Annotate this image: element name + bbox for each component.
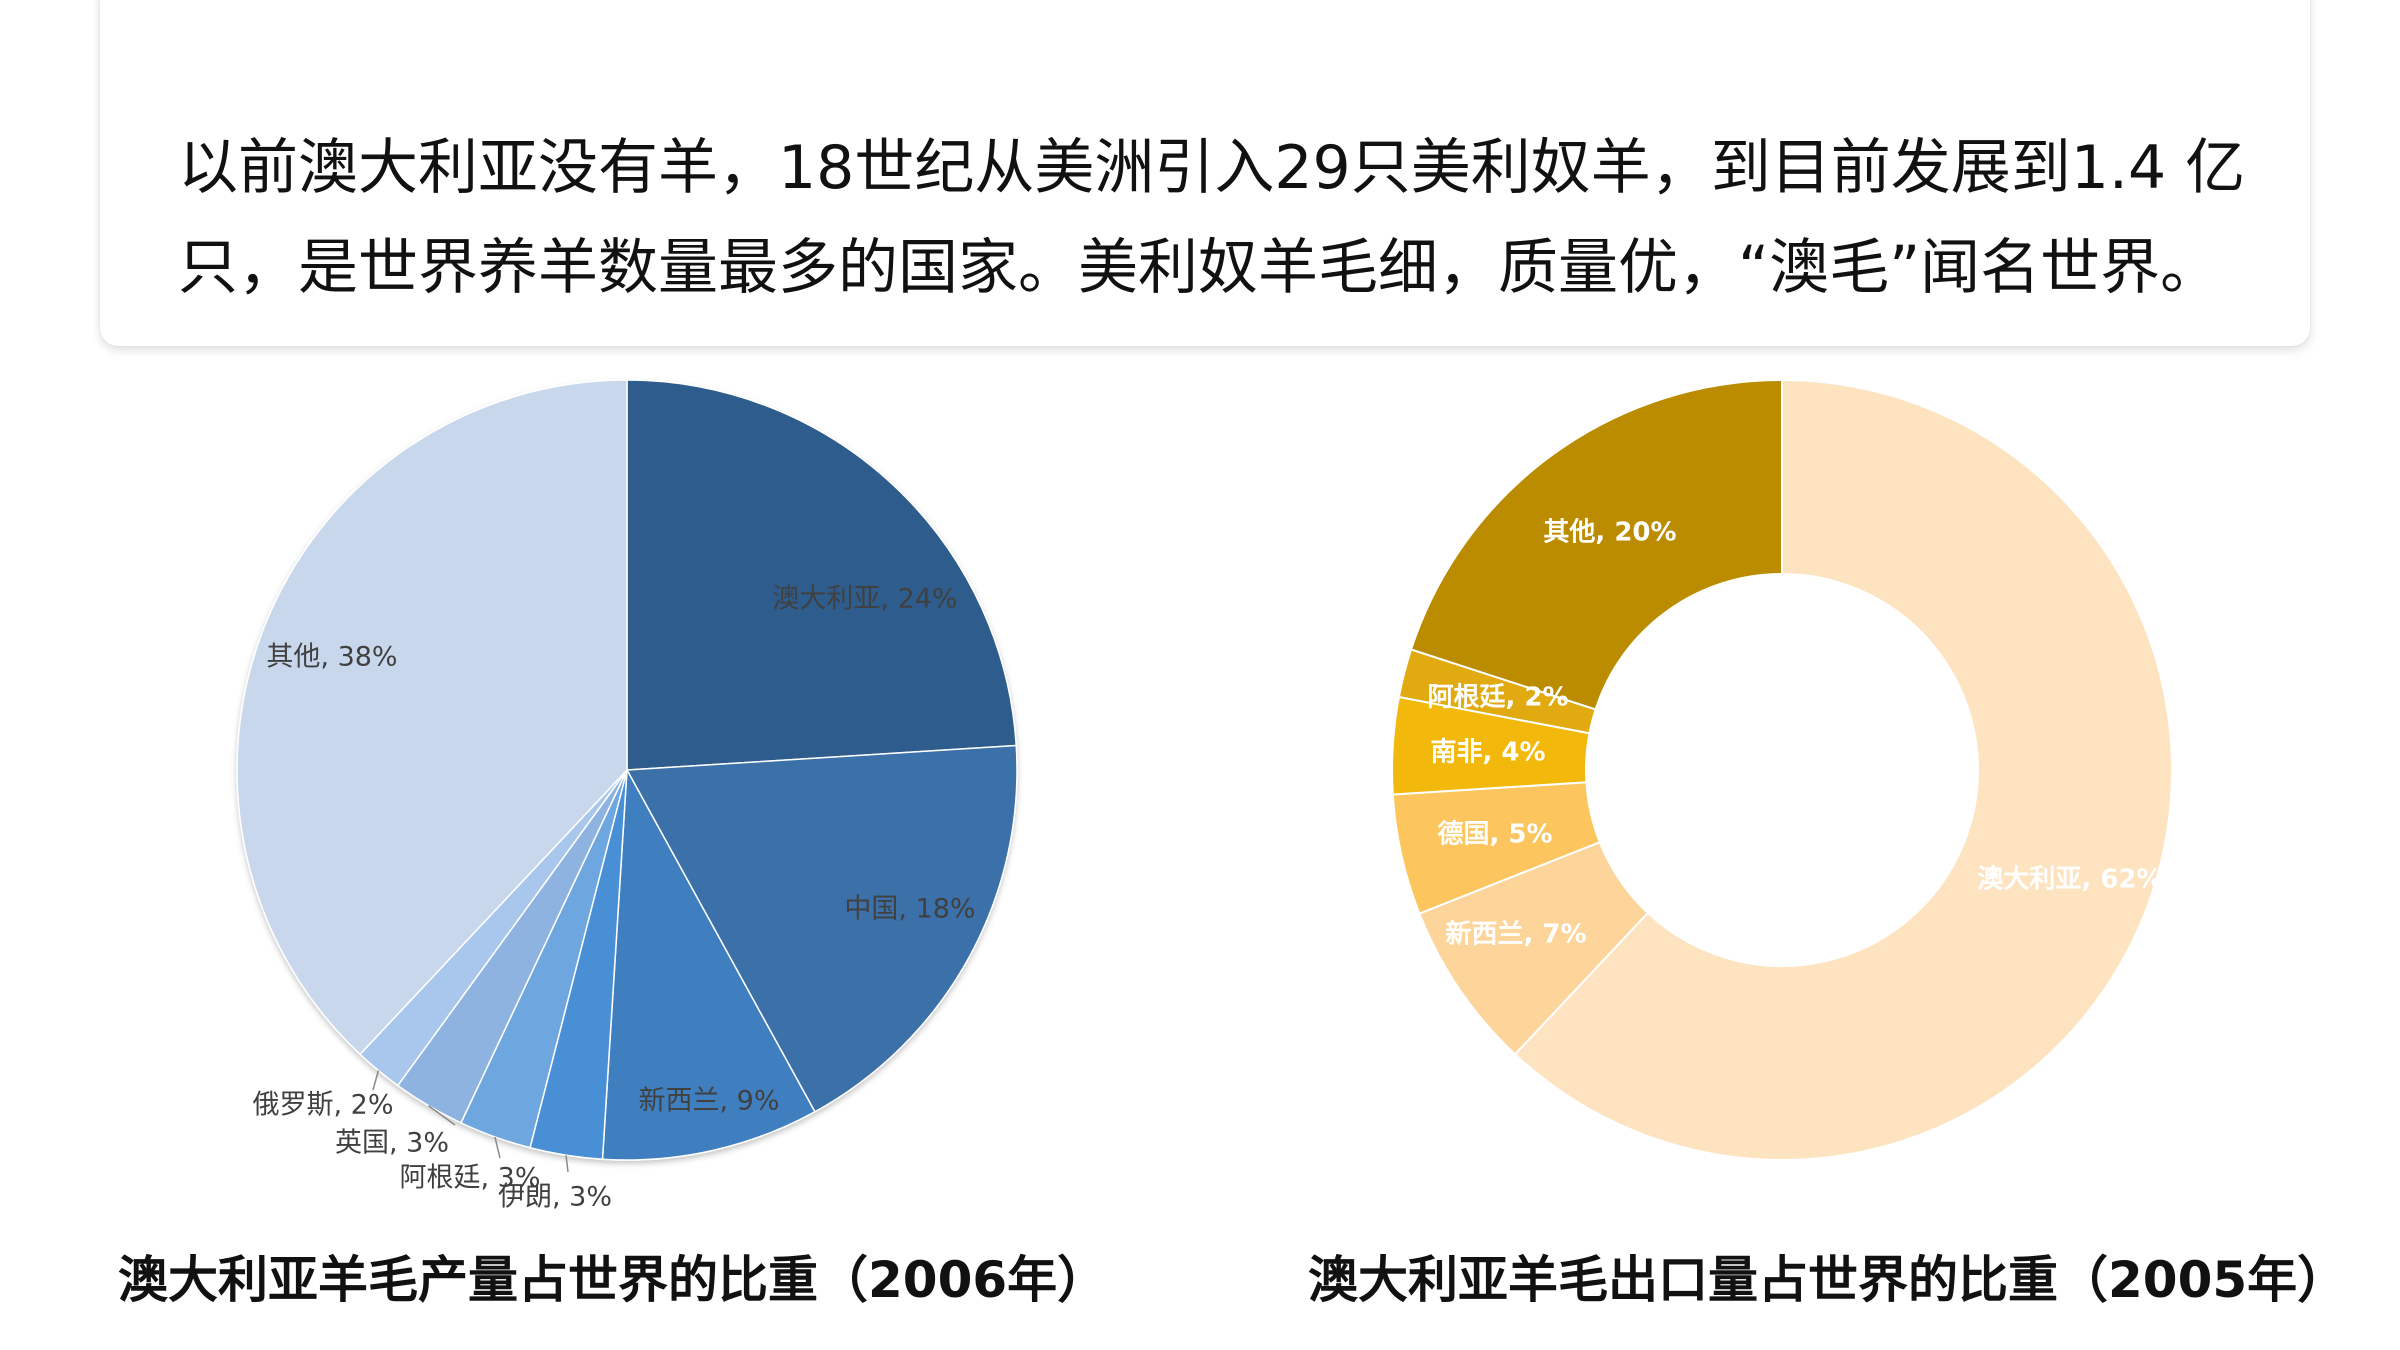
pie-slice-8 <box>236 379 628 1056</box>
data-label-4: 南非, 4% <box>1430 738 1545 768</box>
data-label-5: 阿根廷, 3% <box>400 1163 541 1194</box>
data-label-6: 其他, 20% <box>1543 518 1676 548</box>
leader-line-7 <box>372 1070 380 1091</box>
pie-slices <box>236 379 1018 1161</box>
pie-chart-wool-production: 澳大利亚, 24% 中国, 18% 新西兰, 9% 伊朗, 3%阿根廷, 3% 英国, … <box>236 379 1018 1213</box>
doughnut-slice-1 <box>1513 378 2173 1161</box>
data-label-3: 新西兰, 9% <box>639 1086 780 1117</box>
doughnut-slices <box>1391 378 2173 1161</box>
leader-line-5 <box>494 1136 501 1159</box>
doughnut-slice-6 <box>1409 378 1783 711</box>
chart-title-production: 澳大利亚羊毛产量占世界的比重（2006年） <box>118 1251 1108 1309</box>
leader-line-6 <box>428 1105 456 1126</box>
data-label-3: 德国, 5% <box>1437 820 1552 850</box>
intro-card <box>100 0 2310 346</box>
doughnut-chart-wool-export: 澳大利亚, 62% 新西兰, 7% 德国, 5% 南非, 4% 阿根廷, 2% 其他, 2… <box>1391 378 2173 1161</box>
intro-line-2: 只，是世界养羊数量最多的国家。美利奴羊毛细，质量优，“澳毛”闻名世界。 <box>178 233 2221 303</box>
intro-line-1: 以前澳大利亚没有羊，18世纪从美洲引入29只美利奴羊，到目前发展到1.4 亿 <box>178 133 2246 203</box>
pie-slice-3 <box>601 767 816 1161</box>
doughnut-data-labels: 澳大利亚, 62% 新西兰, 7% 德国, 5% 南非, 4% 阿根廷, 2% 其他, 2… <box>1427 518 2162 950</box>
pie-slice-1 <box>626 379 1018 771</box>
data-label-4: 伊朗, 3% <box>498 1182 612 1213</box>
data-label-1: 澳大利亚, 62% <box>1977 865 2162 895</box>
data-label-5: 阿根廷, 2% <box>1427 683 1568 713</box>
data-label-7: 俄罗斯, 2% <box>253 1090 394 1121</box>
pie-slice-2 <box>625 744 1018 1113</box>
pie-data-labels: 澳大利亚, 24% 中国, 18% 新西兰, 9% 伊朗, 3%阿根廷, 3% 英国, … <box>253 584 976 1213</box>
data-label-6: 英国, 3% <box>335 1128 449 1159</box>
data-label-2: 新西兰, 7% <box>1445 919 1586 950</box>
data-label-1: 澳大利亚, 24% <box>772 584 957 615</box>
data-label-8: 其他, 38% <box>266 642 397 673</box>
leader-line-4 <box>565 1155 569 1173</box>
data-label-2: 中国, 18% <box>844 894 975 925</box>
chart-title-export: 澳大利亚羊毛出口量占世界的比重（2005年） <box>1308 1251 2348 1309</box>
intro-text: 以前澳大利亚没有羊，18世纪从美洲引入29只美利奴羊，到目前发展到1.4 亿 只… <box>178 118 2268 318</box>
